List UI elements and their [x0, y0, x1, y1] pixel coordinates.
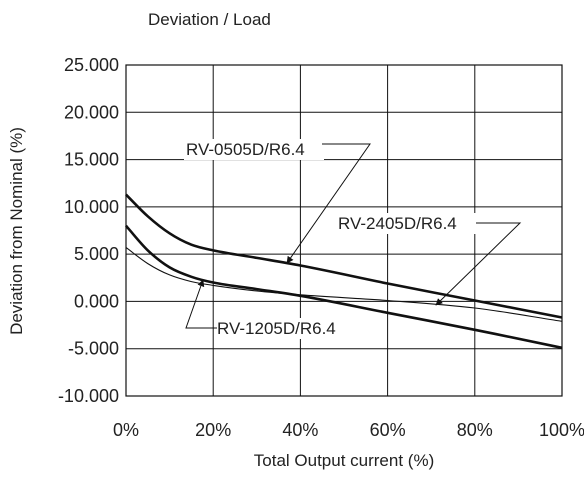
y-tick-label: -10.000: [58, 386, 119, 406]
series-line-rv-2405d-line: [125, 247, 563, 322]
x-tick-label: 60%: [370, 420, 406, 440]
plot-frame: [125, 64, 563, 397]
annotation-label: RV-0505D/R6.4: [186, 140, 305, 159]
y-tick-label: 5.000: [74, 244, 119, 264]
series-line-rv-1205d-line: [125, 224, 563, 350]
annotation-label: RV-2405D/R6.4: [338, 214, 457, 233]
x-tick-label: 0%: [113, 420, 139, 440]
series-line-rv-0505d-line: [125, 193, 563, 319]
annotation-leader-line: [286, 143, 371, 264]
annotation-label-background: [215, 318, 361, 339]
annotation-rv-1205d: RV-1205D/R6.4: [185, 279, 361, 339]
annotation-leader-line: [185, 279, 217, 329]
x-tick-label: 40%: [282, 420, 318, 440]
annotation-rv-2405d: RV-2405D/R6.4: [336, 213, 522, 306]
y-tick-label: 15.000: [64, 150, 119, 170]
series-lines: [125, 193, 563, 350]
y-tick-label: 25.000: [64, 55, 119, 75]
annotation-label: RV-1205D/R6.4: [217, 319, 336, 338]
y-tick-label: 10.000: [64, 197, 119, 217]
annotation-rv-0505d: RV-0505D/R6.4: [184, 139, 371, 264]
x-tick-label: 100%: [539, 420, 584, 440]
y-tick-label: -5.000: [68, 339, 119, 359]
x-axis-title: Total Output current (%): [254, 451, 434, 470]
x-tick-labels: 0% 20% 40% 60% 80% 100%: [113, 420, 584, 440]
x-tick-label: 20%: [195, 420, 231, 440]
y-tick-labels: 25.000 20.000 15.000 10.000 5.000 0.000 -5.000…: [58, 55, 119, 406]
x-tick-label: 80%: [457, 420, 493, 440]
annotation-label-background: [336, 213, 478, 234]
annotation-leader-line: [435, 222, 522, 306]
y-tick-label: 20.000: [64, 102, 119, 122]
annotation-label-background: [184, 139, 324, 160]
y-tick-label: 0.000: [74, 291, 119, 311]
chart-title: Deviation / Load: [148, 10, 271, 29]
annotations: RV-0505D/R6.4 RV-2405D/R6.4 RV-1205D/R6.4: [184, 139, 522, 339]
y-axis-title: Deviation from Nominal (%): [7, 127, 26, 335]
